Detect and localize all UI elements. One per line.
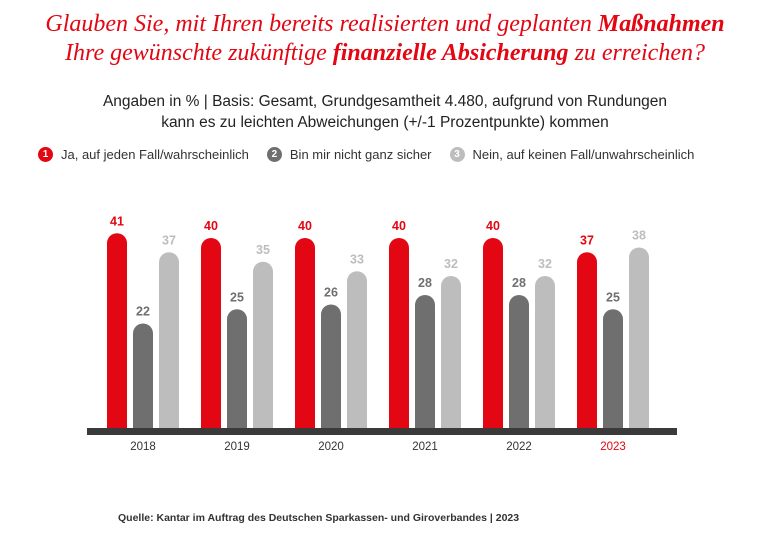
value-label-2018-series-3: 37	[162, 233, 176, 247]
legend-item-unsure: 2 Bin mir nicht ganz sicher	[266, 146, 432, 162]
bar-2023-series-2	[603, 309, 623, 428]
bar-2020-series-2	[321, 304, 342, 428]
legend-marker-yes: 1	[38, 146, 53, 162]
value-label-2020-series-2: 26	[324, 286, 338, 300]
value-label-2023-series-3: 38	[632, 229, 646, 243]
bar-2018-series-1	[107, 233, 127, 428]
value-label-2022-series-2: 28	[512, 276, 526, 290]
value-label-2023-series-1: 37	[580, 233, 594, 247]
bar-2020-series-3	[347, 271, 367, 428]
value-label-2022-series-3: 32	[538, 257, 552, 271]
legend-marker-unsure: 2	[266, 146, 282, 162]
x-tick-label-2019: 2019	[224, 441, 250, 453]
bar-2018-series-3	[159, 252, 179, 428]
bar-2022-series-3	[535, 276, 555, 428]
title-highlight-2: finanzielle Absicherung	[332, 40, 569, 66]
source-note: Quelle: Kantar im Auftrag des Deutschen …	[118, 512, 520, 524]
legend-label-yes: Ja, auf jeden Fall/wahrscheinlich	[61, 146, 249, 162]
legend-label-unsure: Bin mir nicht ganz sicher	[289, 146, 432, 162]
legend-marker-no: 3	[449, 146, 465, 162]
x-tick-label-2018: 2018	[130, 441, 156, 453]
value-label-2021-series-2: 28	[418, 276, 432, 290]
value-label-2019-series-2: 25	[230, 290, 244, 304]
legend-label-no: Nein, auf keinen Fall/unwahrscheinlich	[472, 146, 695, 162]
bar-2018-series-2	[133, 323, 153, 428]
bar-2023-series-1	[577, 252, 597, 428]
x-tick-label-2021: 2021	[412, 441, 438, 453]
x-tick-label-2020: 2020	[318, 441, 344, 453]
bar-2019-series-1	[201, 238, 221, 428]
title-line-1: Glauben Sie, mit Ihren bereits realisier…	[45, 11, 725, 37]
value-label-2019-series-1: 40	[204, 219, 218, 233]
bar-2021-series-1	[389, 238, 409, 428]
basis-note: Angaben in % | Basis: Gesamt, Grundgesam…	[0, 91, 770, 133]
basis-line-1: Angaben in % | Basis: Gesamt, Grundgesam…	[102, 93, 668, 110]
value-label-2019-series-3: 35	[256, 243, 270, 257]
x-axis-baseline	[87, 428, 677, 435]
bar-2021-series-2	[415, 295, 435, 428]
title-line-2: Ihre gewünschte zukünftige finanzielle A…	[65, 40, 705, 66]
x-tick-label-2023: 2023	[600, 441, 626, 453]
bar-2019-series-3	[253, 261, 273, 428]
value-label-2021-series-1: 40	[392, 219, 406, 233]
value-label-2018-series-2: 22	[136, 305, 150, 319]
value-label-2023-series-2: 25	[606, 290, 620, 304]
bar-2021-series-3	[441, 276, 461, 428]
bar-2022-series-2	[509, 295, 529, 428]
value-label-2020-series-1: 40	[298, 219, 312, 233]
bar-2019-series-2	[227, 309, 247, 428]
value-label-2018-series-1: 41	[110, 214, 124, 228]
bar-chart: 41 22 37 40 25 35 40 26 33 40 28 32 40 28 32 37 25 38 2018…	[87, 214, 677, 453]
chart-title: Glauben Sie, mit Ihren bereits realisier…	[0, 10, 770, 68]
value-label-2021-series-3: 32	[444, 257, 458, 271]
x-tick-label-2022: 2022	[506, 441, 532, 453]
legend: 1 Ja, auf jeden Fall/wahrscheinlich 2 Bi…	[38, 143, 712, 165]
title-highlight-1: Maßnahmen	[597, 11, 725, 37]
legend-item-no: 3 Nein, auf keinen Fall/unwahrscheinlich	[449, 146, 695, 162]
bar-2020-series-1	[295, 238, 315, 428]
basis-line-2: kann es zu leichten Abweichungen (+/-1 P…	[161, 114, 609, 131]
legend-item-yes: 1 Ja, auf jeden Fall/wahrscheinlich	[38, 146, 249, 162]
value-label-2020-series-3: 33	[350, 252, 364, 266]
value-label-2022-series-1: 40	[486, 219, 500, 233]
bar-2022-series-1	[483, 238, 503, 428]
bar-2023-series-3	[629, 247, 649, 428]
